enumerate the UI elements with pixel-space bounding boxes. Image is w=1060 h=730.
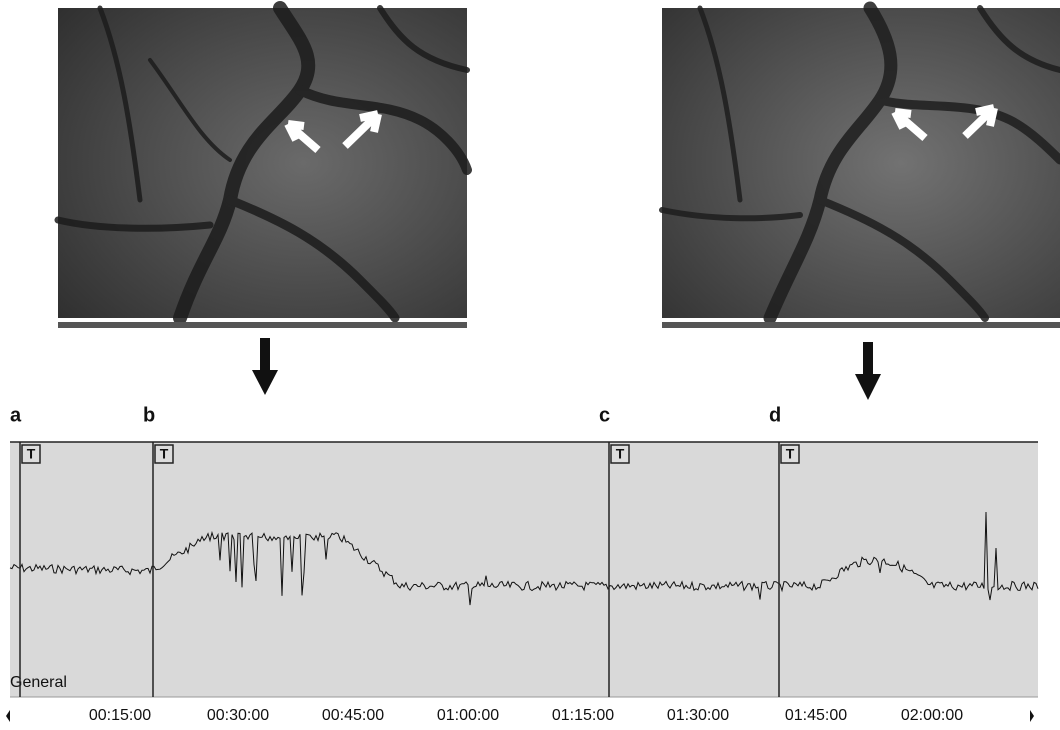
marker-tag: T [616, 446, 625, 462]
photo-left [54, 1, 472, 328]
time-label: 01:30:00 [667, 707, 729, 724]
panel-label: d [769, 404, 781, 426]
marker-tag: T [160, 446, 169, 462]
time-label: 00:30:00 [207, 707, 269, 724]
time-label: 02:00:00 [901, 707, 963, 724]
time-label: 01:45:00 [785, 707, 847, 724]
marker-tag: T [27, 446, 36, 462]
time-label: 00:45:00 [322, 707, 384, 724]
time-label: 01:15:00 [552, 707, 614, 724]
photo-right [659, 1, 1060, 328]
track-name: General [10, 674, 67, 691]
down-arrow [252, 338, 881, 400]
signal-trace [9, 511, 1039, 606]
marker-tag-box [21, 444, 41, 464]
scroll-right[interactable] [1030, 710, 1034, 722]
marker-tag-box [154, 444, 174, 464]
panel-label: a [10, 404, 22, 426]
marker-tag: T [786, 446, 795, 462]
panel-label: b [143, 404, 155, 426]
scroll-left[interactable] [6, 710, 10, 722]
track-panel [10, 442, 1038, 697]
time-label: 00:15:00 [89, 707, 151, 724]
marker-tag-box [780, 444, 800, 464]
marker-tag-box [610, 444, 630, 464]
panel-label: c [599, 404, 610, 426]
time-label: 01:00:00 [437, 707, 499, 724]
